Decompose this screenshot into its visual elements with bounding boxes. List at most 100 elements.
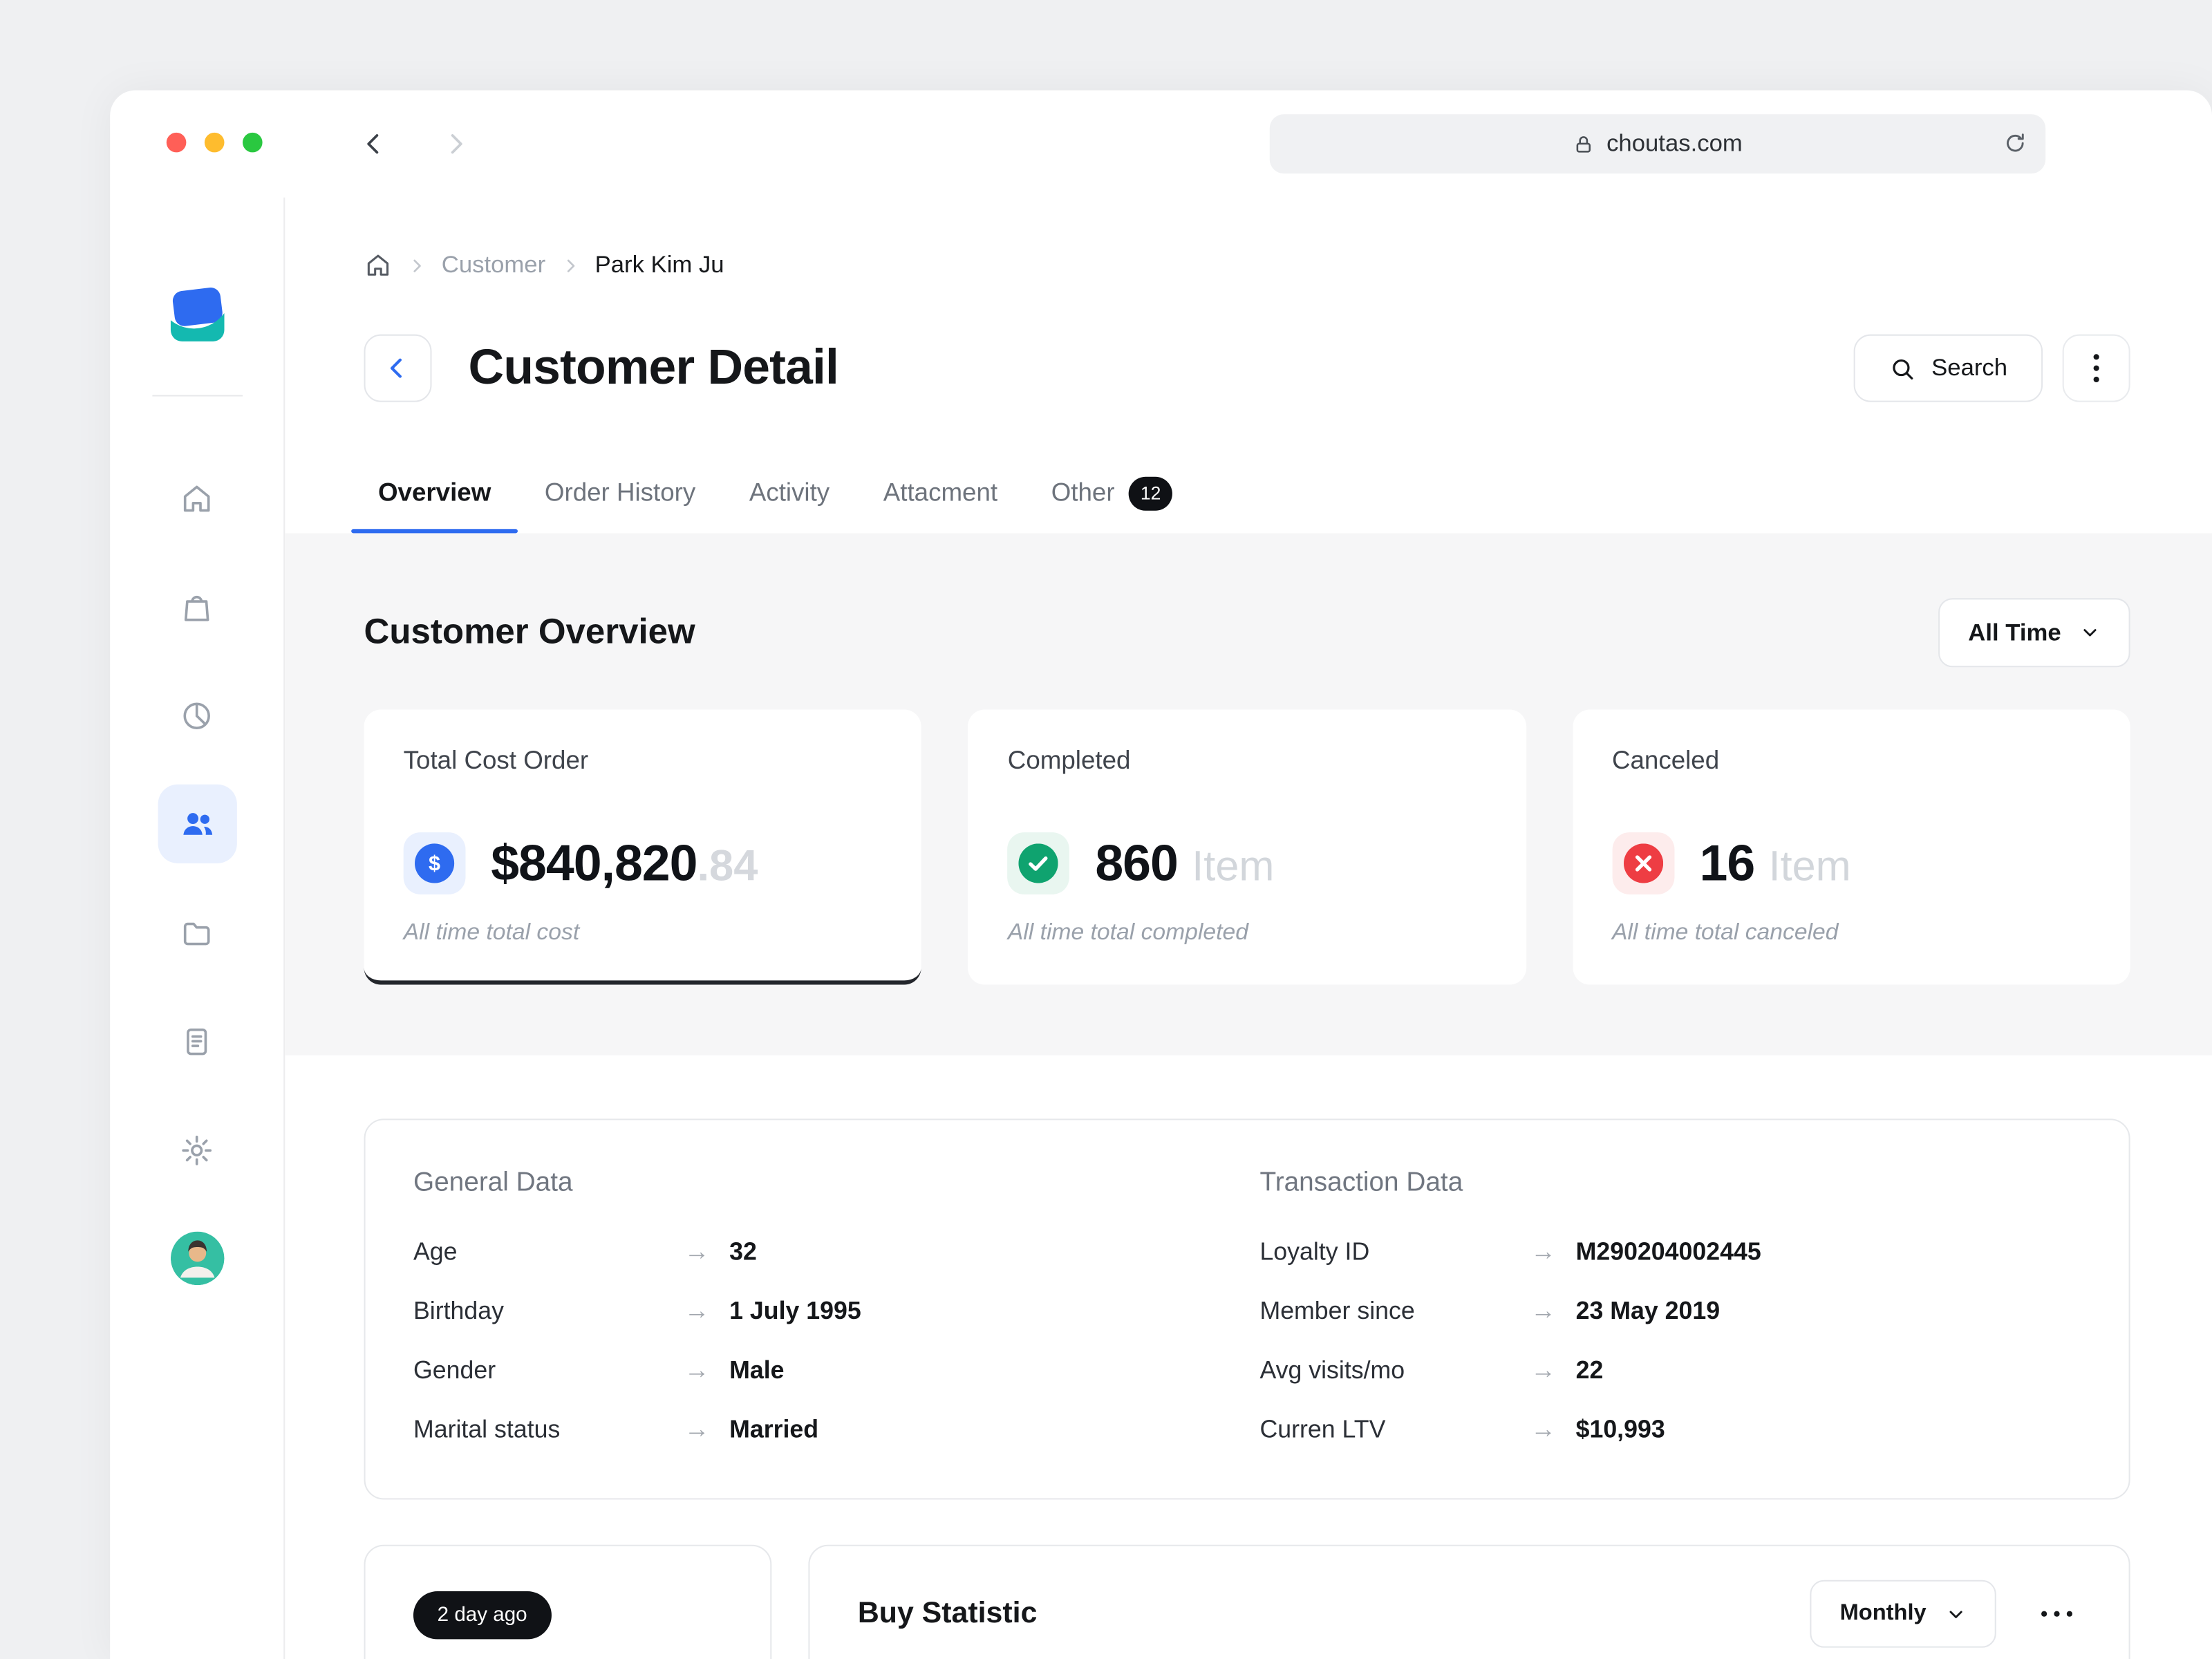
tab-other[interactable]: Other 12: [1024, 453, 1199, 533]
time-filter-dropdown[interactable]: All Time: [1938, 598, 2130, 668]
check-circle-icon: [1007, 832, 1070, 894]
stat-value: 16: [1699, 834, 1755, 892]
transaction-data-title: Transaction Data: [1259, 1168, 1463, 1198]
minimize-window-button[interactable]: [204, 132, 225, 153]
customer-overview-section: Customer Overview All Time Total Cost Or…: [285, 533, 2212, 1056]
shopping-bag-icon: [179, 589, 214, 624]
data-row: Curren LTV → $10,993: [1259, 1399, 2072, 1459]
sidebar-item-customers[interactable]: [157, 784, 236, 863]
period-filter-dropdown[interactable]: Monthly: [1810, 1580, 1996, 1648]
general-data-column: General Data Age → 32 Birthday → 1 July …: [413, 1168, 1259, 1459]
arrow-right-icon: →: [684, 1236, 710, 1265]
tab-overview[interactable]: Overview: [351, 453, 518, 534]
back-button[interactable]: [364, 334, 432, 402]
data-row: Member since → 23 May 2019: [1259, 1281, 2072, 1340]
section-title: Customer Overview: [364, 612, 695, 652]
tab-other-badge: 12: [1129, 476, 1173, 510]
general-data-title: General Data: [413, 1168, 573, 1198]
stat-unit: Item: [1768, 843, 1851, 890]
data-row: Marital status → Married: [413, 1399, 1259, 1459]
data-row: Gender → Male: [413, 1340, 1259, 1400]
gear-icon: [179, 1132, 214, 1168]
sidebar-item-settings[interactable]: [158, 1110, 236, 1189]
refresh-icon[interactable]: [2003, 131, 2027, 156]
stat-card-total-cost[interactable]: Total Cost Order $ $840,820.84 All time …: [364, 709, 922, 985]
transaction-data-column: Transaction Data Loyalty ID → M290204002…: [1259, 1168, 2072, 1459]
arrow-right-icon: →: [1530, 1355, 1557, 1384]
stat-caption: All time total cost: [403, 919, 580, 946]
zoom-window-button[interactable]: [243, 132, 263, 153]
arrow-right-icon: →: [1530, 1414, 1557, 1443]
stat-fraction: .84: [697, 841, 758, 890]
home-icon: [179, 480, 214, 516]
chevron-right-icon: [561, 256, 580, 274]
arrow-right-icon: →: [1530, 1236, 1557, 1265]
data-row: Age → 32: [413, 1221, 1259, 1281]
avatar: [169, 1231, 224, 1286]
browser-chrome: choutas.com: [110, 91, 2212, 198]
search-button[interactable]: Search: [1853, 334, 2043, 402]
chart-options-button[interactable]: [2032, 1602, 2081, 1626]
stat-unit: Item: [1192, 843, 1275, 890]
chevron-right-icon: [408, 256, 427, 274]
arrow-right-icon: →: [1530, 1295, 1557, 1324]
browser-back-button[interactable]: [361, 130, 386, 158]
tab-attacment[interactable]: Attacment: [883, 478, 998, 507]
sidebar: [110, 197, 285, 1659]
data-row: Loyalty ID → M290204002445: [1259, 1221, 2072, 1281]
x-circle-icon: [1611, 832, 1674, 894]
sidebar-item-home[interactable]: [158, 458, 236, 537]
sidebar-item-analytics[interactable]: [158, 676, 236, 755]
url-text: choutas.com: [1606, 129, 1743, 157]
data-row: Avg visits/mo → 22: [1259, 1340, 2072, 1400]
dollar-icon: $: [403, 832, 466, 894]
chevron-down-icon: [2079, 622, 2101, 644]
users-icon: [178, 805, 215, 842]
tab-activity[interactable]: Activity: [749, 478, 830, 507]
main-content: Customer Park Kim Ju Customer Detail: [285, 198, 2212, 1659]
address-bar[interactable]: choutas.com: [1269, 114, 2046, 174]
sidebar-item-profile[interactable]: [158, 1219, 236, 1297]
close-window-button[interactable]: [166, 132, 187, 153]
sidebar-item-documents[interactable]: [158, 1002, 236, 1080]
app-logo[interactable]: [165, 285, 229, 347]
search-icon: [1889, 355, 1916, 382]
buy-statistic-title: Buy Statistic: [857, 1597, 1038, 1630]
folder-icon: [179, 915, 214, 950]
breadcrumb-item-customer[interactable]: Customer: [441, 251, 546, 279]
page-title: Customer Detail: [468, 339, 839, 395]
stat-caption: All time total canceled: [1611, 919, 1839, 946]
sidebar-divider: [151, 395, 242, 397]
traffic-lights: [166, 132, 263, 153]
recent-activity-card: 2 day ago: [364, 1544, 772, 1659]
breadcrumb: Customer Park Kim Ju: [285, 198, 2212, 285]
stat-value: 860: [1095, 834, 1179, 892]
stat-caption: All time total completed: [1007, 919, 1248, 946]
tab-bar: Overview Order History Activity Attacmen…: [285, 453, 2212, 534]
search-button-label: Search: [1931, 354, 2008, 382]
browser-window: choutas.com: [110, 90, 2212, 1659]
stat-card-canceled[interactable]: Canceled 16 Item All time total canceled: [1572, 709, 2130, 985]
chevron-left-icon: [384, 354, 412, 382]
arrow-right-icon: →: [684, 1295, 710, 1324]
stat-value: $840,820: [491, 834, 697, 892]
data-row: Birthday → 1 July 1995: [413, 1281, 1259, 1340]
home-icon[interactable]: [364, 251, 393, 279]
lock-icon: [1573, 133, 1594, 155]
tab-order-history[interactable]: Order History: [544, 478, 696, 507]
sidebar-item-orders[interactable]: [158, 567, 236, 646]
more-options-button[interactable]: [2062, 334, 2130, 402]
customer-data-card: General Data Age → 32 Birthday → 1 July …: [364, 1118, 2130, 1500]
chevron-down-icon: [1944, 1603, 1966, 1624]
document-icon: [179, 1024, 214, 1059]
time-ago-badge: 2 day ago: [413, 1591, 552, 1640]
browser-forward-button[interactable]: [443, 130, 469, 158]
buy-statistic-card: Buy Statistic Monthly: [808, 1544, 2130, 1659]
breadcrumb-item-current: Park Kim Ju: [594, 251, 724, 279]
stat-card-completed[interactable]: Completed 860 Item All time total complet…: [968, 709, 1526, 985]
arrow-right-icon: →: [684, 1355, 710, 1384]
arrow-right-icon: →: [684, 1414, 710, 1443]
sidebar-item-files[interactable]: [158, 893, 236, 972]
pie-chart-icon: [179, 697, 214, 733]
